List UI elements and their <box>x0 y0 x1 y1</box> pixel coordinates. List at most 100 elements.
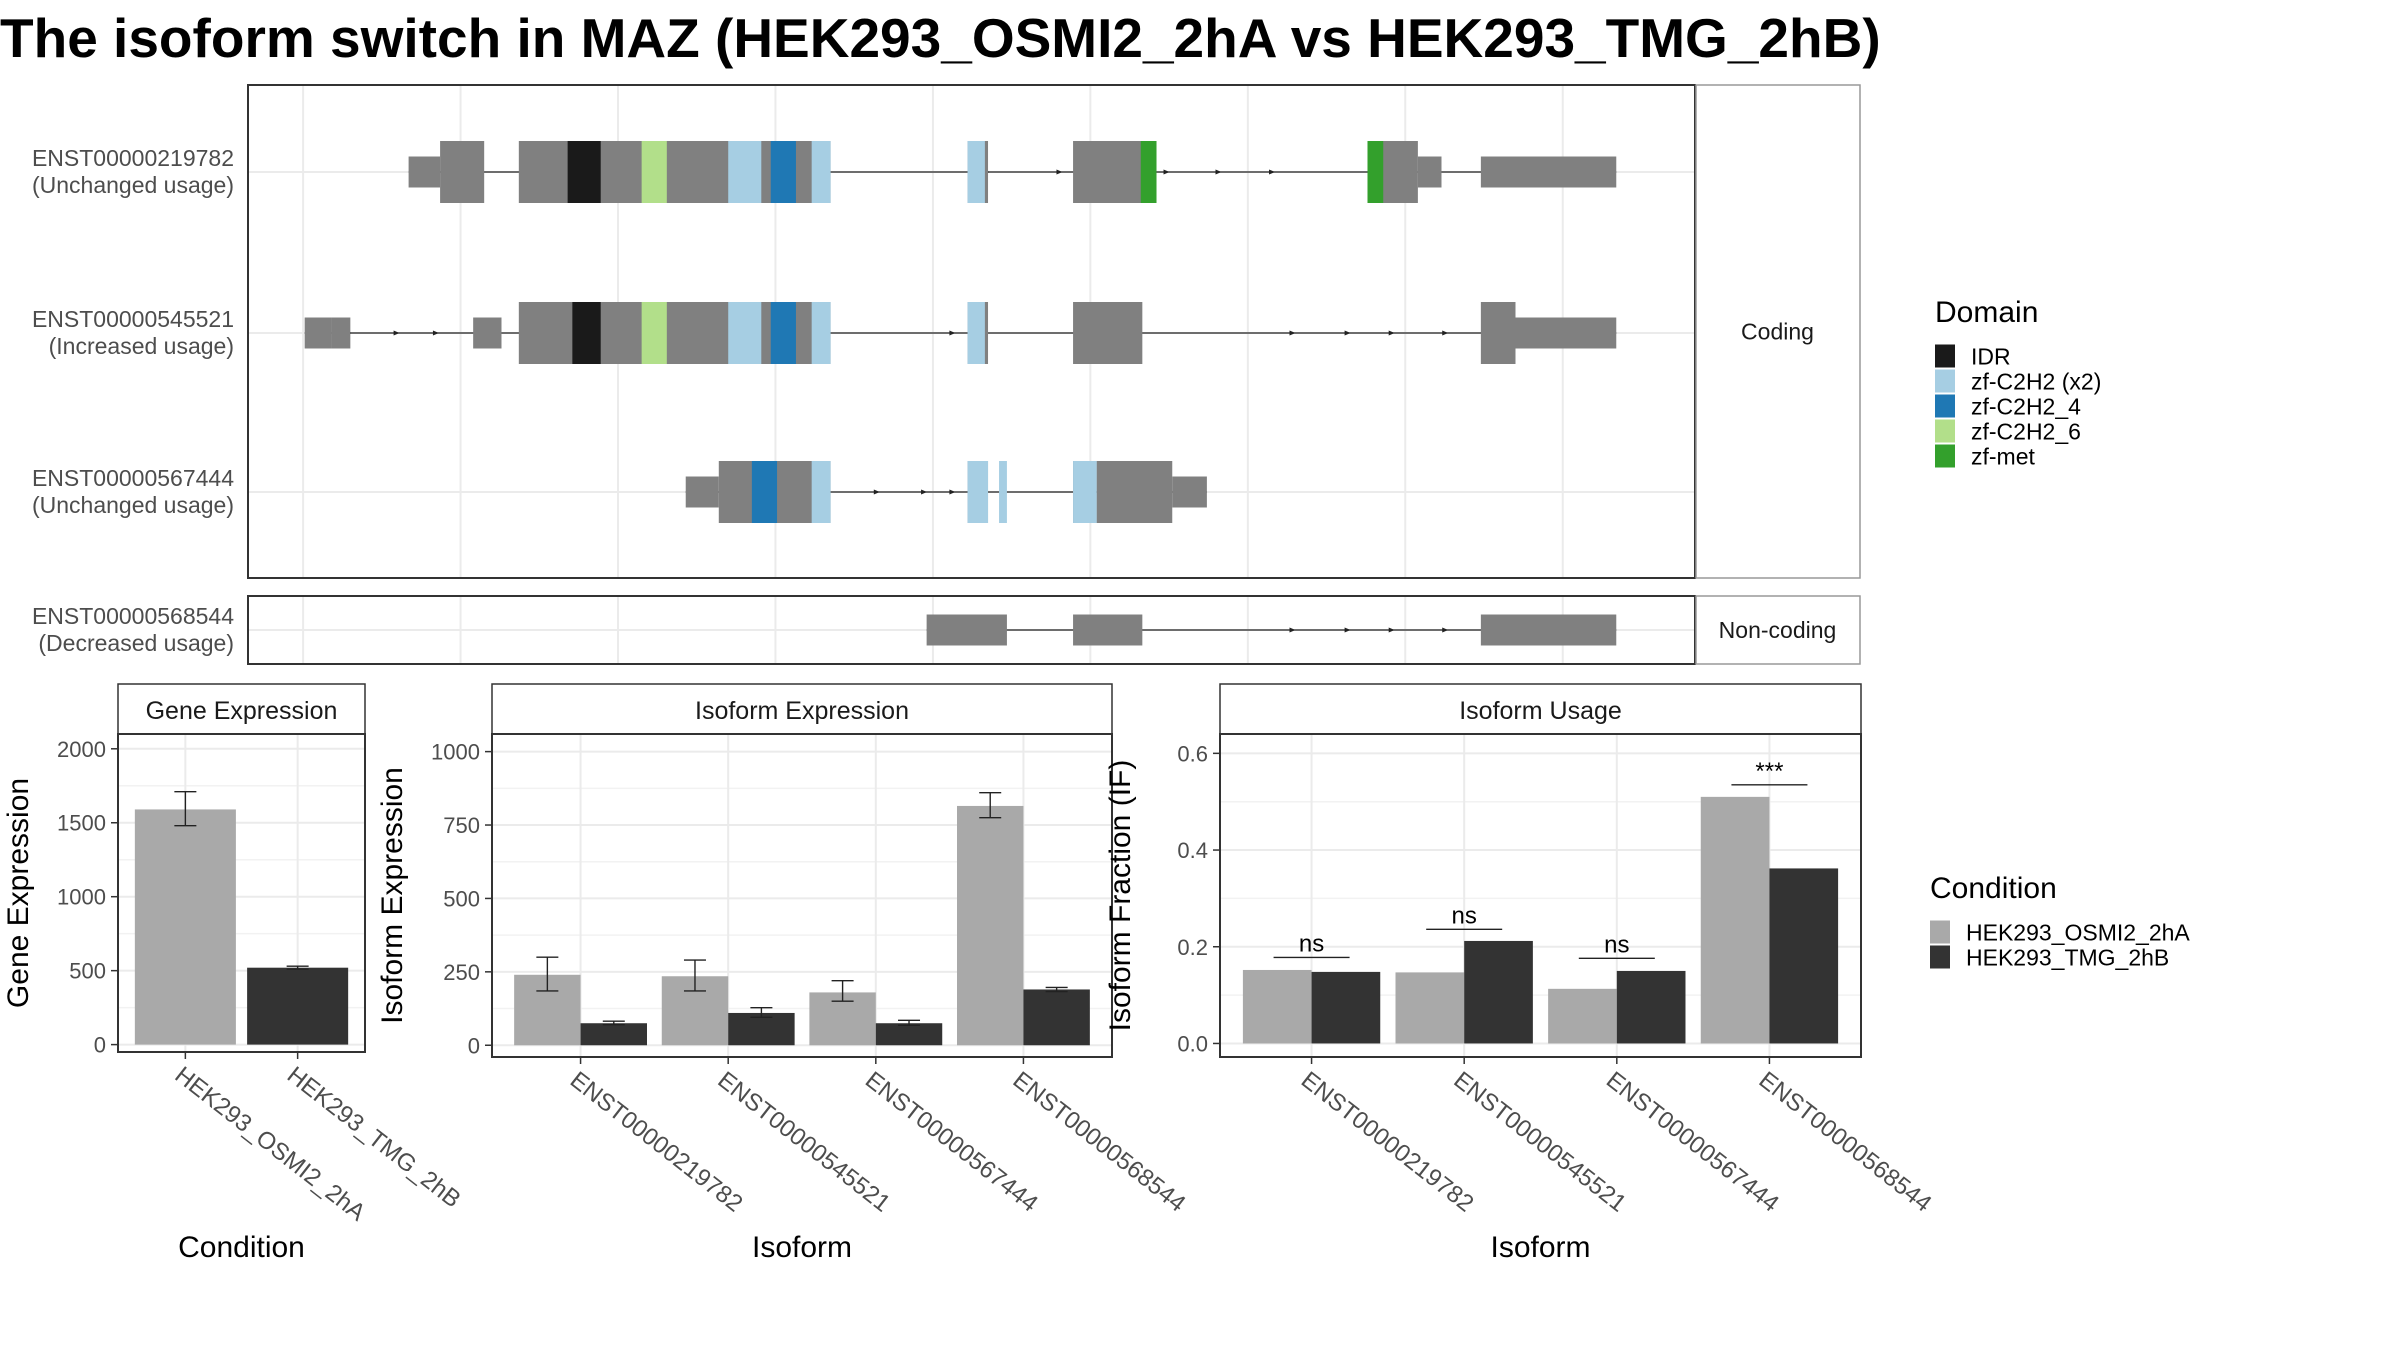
structure-panel-border <box>247 84 1696 579</box>
domain-block <box>770 302 796 364</box>
panel-strip-title: Isoform Expression <box>695 697 909 725</box>
exon-block <box>1480 614 1617 646</box>
domain-block <box>572 302 601 364</box>
domain-block <box>999 461 1007 523</box>
transcript-structure-panel: ENST00000219782(Unchanged usage)ENST0000… <box>32 84 1861 665</box>
panel-strip-title: Gene Expression <box>146 697 338 725</box>
y-axis-title: Gene Expression <box>2 778 35 1008</box>
significance-label: ns <box>1452 902 1477 929</box>
bar <box>247 967 349 1045</box>
bar <box>134 809 236 1045</box>
legend-title: Domain <box>1935 296 2038 329</box>
legend-label: IDR <box>1971 343 2011 369</box>
intron-direction-arrow <box>921 489 928 495</box>
panel-strip-title: Isoform Usage <box>1459 697 1622 725</box>
bar <box>1395 972 1465 1044</box>
exon-block <box>1480 156 1617 188</box>
x-axis-title: Condition <box>178 1231 305 1264</box>
exon-block <box>1172 476 1207 508</box>
domain-block <box>811 461 831 523</box>
exon-block <box>1417 156 1442 188</box>
intron-direction-arrow <box>1269 169 1276 175</box>
y-tick-label: 250 <box>443 960 480 985</box>
isoform-status-label: (Unchanged usage) <box>32 172 234 198</box>
intron-direction-arrow <box>1344 330 1351 336</box>
x-axis-title: Isoform <box>1490 1231 1590 1264</box>
domain-block <box>1140 141 1157 203</box>
exon-block <box>685 476 719 508</box>
exon-block <box>304 317 332 349</box>
y-tick-label: 0 <box>94 1033 106 1058</box>
isoform-id-label: ENST00000219782 <box>32 145 234 171</box>
bar <box>1769 868 1839 1044</box>
expression-panels: Gene Expression 0 500 1000 1500 2000 Gene Expr… <box>2 683 1937 1264</box>
legend-swatch <box>1930 920 1950 944</box>
intron-direction-arrow <box>949 489 956 495</box>
y-tick-label: 1000 <box>57 885 106 910</box>
y-axis-title: Isoform Expression <box>376 767 409 1024</box>
y-tick-label: 500 <box>69 959 106 984</box>
panel-strip <box>117 683 366 735</box>
intron-direction-arrow <box>1442 330 1449 336</box>
exon-block <box>440 141 485 203</box>
isoform-id-label: ENST00000567444 <box>32 465 234 491</box>
intron-direction-arrow <box>1215 169 1222 175</box>
intron-direction-arrow <box>1388 627 1395 633</box>
intron-direction-arrow <box>949 330 956 336</box>
exon-block <box>473 317 502 349</box>
legend-label: zf-C2H2_6 <box>1971 418 2081 444</box>
legend-swatch <box>1930 945 1950 969</box>
y-tick-label: 0.0 <box>1177 1031 1208 1056</box>
exon-block <box>926 614 1007 646</box>
legend-label: HEK293_TMG_2hB <box>1966 944 2169 970</box>
intron-direction-arrow <box>1163 169 1170 175</box>
domain-block <box>1367 141 1384 203</box>
exon-block <box>1515 317 1617 349</box>
y-tick-label: 1000 <box>431 740 480 765</box>
bar <box>1311 971 1381 1044</box>
intron-direction-arrow <box>1289 627 1296 633</box>
bar <box>1023 989 1090 1046</box>
legend-swatch <box>1935 419 1955 443</box>
domain-block <box>811 141 831 203</box>
domain-block <box>967 302 985 364</box>
domain-block <box>641 302 667 364</box>
panel-border <box>491 733 1113 1058</box>
legend-label: zf-C2H2_4 <box>1971 393 2081 419</box>
y-tick-label: 750 <box>443 813 480 838</box>
domain-block <box>967 141 985 203</box>
y-tick-label: 0 <box>468 1033 480 1058</box>
intron-direction-arrow <box>1442 627 1449 633</box>
intron-direction-arrow <box>1289 330 1296 336</box>
legend-label: HEK293_OSMI2_2hA <box>1966 919 2190 945</box>
intron-direction-arrow <box>1388 330 1395 336</box>
domain-block <box>567 141 601 203</box>
figure-title: The isoform switch in MAZ (HEK293_OSMI2_… <box>0 7 1881 69</box>
isoform-status-label: (Decreased usage) <box>38 630 234 656</box>
isoform-status-label: (Unchanged usage) <box>32 492 234 518</box>
significance-label: ns <box>1604 931 1629 958</box>
legend-swatch <box>1935 369 1955 393</box>
bar <box>580 1023 647 1046</box>
facet-strip <box>1695 595 1861 665</box>
intron-direction-arrow <box>432 330 439 336</box>
legend-title: Condition <box>1930 872 2057 905</box>
domain-block <box>751 461 778 523</box>
significance-label: ns <box>1299 930 1324 957</box>
y-tick-label: 1500 <box>57 811 106 836</box>
legend-label: zf-C2H2 (x2) <box>1971 368 2101 394</box>
intron-direction-arrow <box>1344 627 1351 633</box>
exon-block <box>1096 461 1173 523</box>
exon-block <box>1480 302 1516 364</box>
isoform-id-label: ENST00000568544 <box>32 603 234 629</box>
exon-block <box>331 317 351 349</box>
panel-border <box>1219 733 1862 1058</box>
structure-panel-border <box>247 595 1696 665</box>
bar <box>1700 796 1770 1044</box>
intron-direction-arrow <box>873 489 880 495</box>
domain-block <box>967 461 989 523</box>
domain-block <box>728 302 762 364</box>
y-tick-label: 0.4 <box>1177 838 1208 863</box>
